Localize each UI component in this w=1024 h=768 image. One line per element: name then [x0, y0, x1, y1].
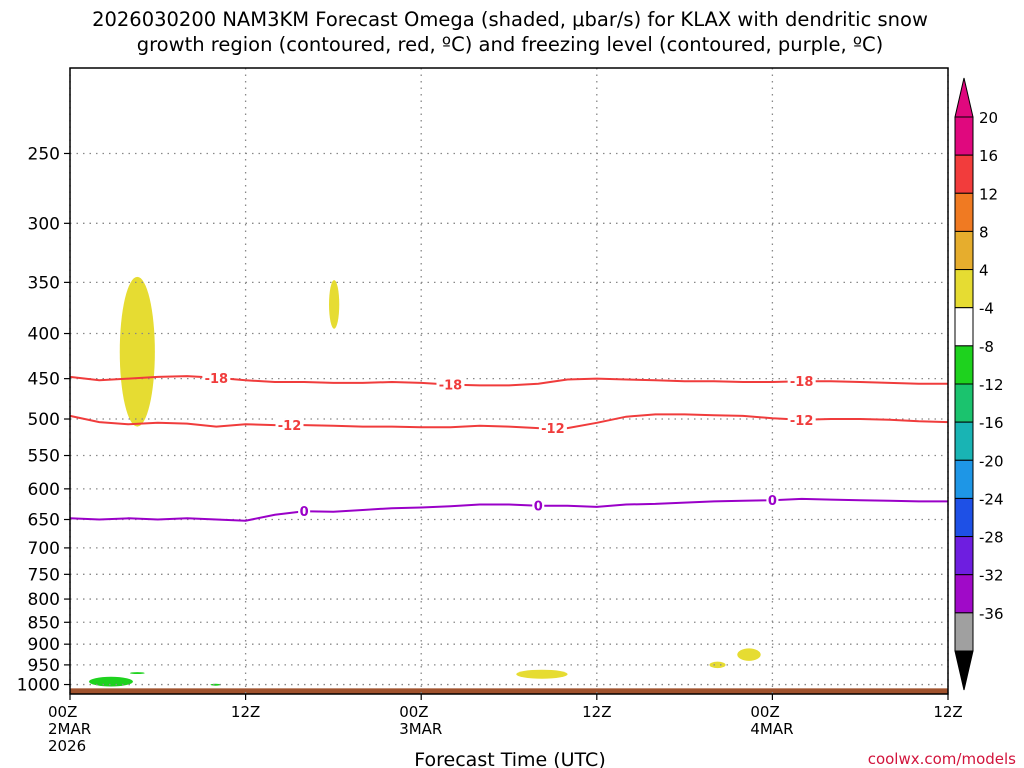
plot-area: -18 -18 -18 -12 -12 -12 0 0 0 — [69, 68, 949, 694]
x-tick-label: 12Z — [582, 703, 611, 721]
chart-title-line-1: 2026030200 NAM3KM Forecast Omega (shaded… — [92, 8, 928, 31]
plot-frame — [69, 67, 949, 695]
contour-label: 0 — [768, 494, 777, 509]
x-axis-title: Forecast Time (UTC) — [414, 749, 605, 768]
contour-label: 0 — [300, 505, 309, 520]
x-tick-label: 3MAR — [399, 720, 442, 738]
y-tick-label: 500 — [28, 410, 60, 430]
colorbar-top-arrow — [954, 77, 974, 118]
colorbar-bottom-arrow — [954, 650, 974, 691]
y-tick-label: 550 — [28, 447, 60, 467]
contour-label-background — [766, 493, 779, 508]
colorbar-label: -24 — [979, 490, 1004, 508]
colorbar-label: -20 — [979, 452, 1004, 470]
colorbar-label: 4 — [979, 262, 989, 280]
y-tick-label: 1000 — [17, 676, 60, 696]
contour-label: -18 — [205, 372, 229, 387]
contour-label-background — [202, 370, 231, 385]
y-tick-label: 450 — [28, 370, 60, 390]
contour-label-background — [275, 418, 304, 433]
x-tick-label: 12Z — [231, 703, 260, 721]
y-tick-label: 850 — [28, 613, 60, 633]
y-tick-label: 750 — [28, 565, 60, 585]
contour-label-background — [436, 377, 465, 392]
colorbar-segment — [954, 230, 974, 271]
colorbar-segment — [954, 307, 974, 347]
omega-shaded-region — [210, 683, 221, 686]
terrain-band — [70, 688, 948, 694]
contour-label: -18 — [790, 375, 814, 390]
colorbar-segment — [954, 269, 974, 309]
colorbar: 20 16 12 8 4 -4 -8 -12 -16 -20 -24 -28 -32 -36 — [954, 77, 1004, 691]
colorbar-label: -4 — [979, 300, 994, 318]
contour-label-background — [538, 421, 567, 436]
axes: 2503003504004505005506006507007508008509… — [17, 67, 963, 755]
contour-label-background — [787, 374, 816, 389]
contour-line — [69, 497, 948, 522]
omega-shaded-region — [119, 276, 155, 427]
x-tick-label: 00Z — [399, 703, 428, 721]
colorbar-segment — [954, 497, 974, 538]
x-tick-label: 4MAR — [750, 720, 793, 738]
colorbar-segment — [954, 192, 974, 232]
contour-label: -12 — [278, 419, 302, 434]
colorbar-label: -32 — [979, 567, 1004, 585]
y-tick-label: 400 — [28, 325, 60, 345]
colorbar-label: 12 — [979, 185, 998, 203]
colorbar-segment — [954, 345, 974, 385]
y-tick-label: 800 — [28, 590, 60, 610]
x-tick-label: 00Z — [48, 703, 77, 721]
y-tick-label: 350 — [28, 273, 60, 293]
contour-label: 0 — [534, 500, 543, 515]
colorbar-segment — [954, 536, 974, 576]
y-tick-label: 600 — [28, 480, 60, 500]
credit-label: coolwx.com/models — [868, 750, 1016, 768]
contour-label: -18 — [439, 379, 463, 394]
colorbar-segment — [954, 154, 974, 194]
colorbar-segment — [954, 459, 974, 499]
x-tick-label: 2026 — [48, 737, 86, 755]
x-tick-label: 2MAR — [48, 720, 91, 738]
colorbar-segment — [954, 383, 974, 423]
colorbar-label: -12 — [979, 376, 1004, 394]
x-tick-label: 00Z — [750, 703, 779, 721]
y-tick-label: 900 — [28, 635, 60, 655]
y-tick-label: 300 — [28, 214, 60, 234]
contour-label: -12 — [541, 422, 565, 437]
colorbar-label: 20 — [979, 109, 998, 127]
colorbar-label: -28 — [979, 529, 1004, 547]
y-tick-label: 700 — [28, 539, 60, 559]
omega-shaded-region — [329, 280, 340, 329]
omega-shaded-region — [737, 648, 761, 661]
contour-label: -12 — [790, 414, 814, 429]
y-tick-label: 650 — [28, 511, 60, 531]
colorbar-segment — [954, 612, 974, 652]
y-tick-label: 250 — [28, 144, 60, 164]
colorbar-label: -16 — [979, 414, 1004, 432]
colorbar-segment — [954, 574, 974, 614]
x-tick-label: 12Z — [933, 703, 962, 721]
colorbar-label: 8 — [979, 223, 989, 241]
colorbar-label: -36 — [979, 605, 1004, 623]
omega-shaded-region — [129, 672, 145, 675]
colorbar-label: -8 — [979, 338, 994, 356]
chart-title-line-2: growth region (contoured, red, ºC) and f… — [137, 33, 884, 56]
y-tick-label: 950 — [28, 656, 60, 676]
omega-shaded-region — [516, 669, 568, 679]
omega-shaded-region — [709, 661, 726, 669]
omega-shaded-region — [89, 676, 133, 687]
colorbar-label: 16 — [979, 147, 998, 165]
colorbar-segment — [954, 116, 974, 156]
contour-label-background — [532, 498, 545, 513]
contour-label-background — [787, 412, 816, 427]
contour-label-background — [298, 504, 311, 519]
colorbar-segment — [954, 421, 974, 461]
